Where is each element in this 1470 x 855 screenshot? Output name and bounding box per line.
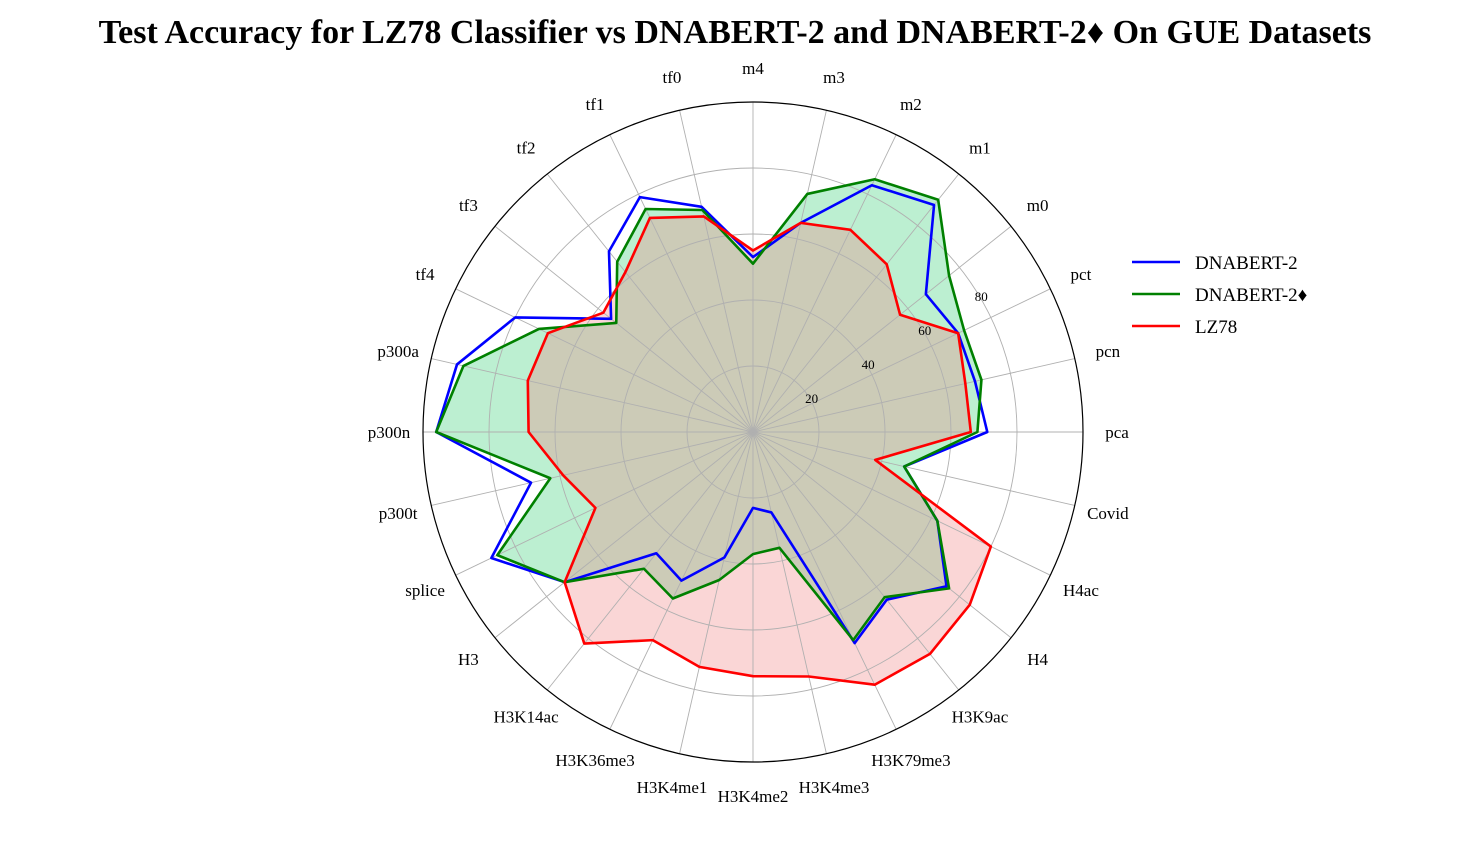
spoke-m0 — [752, 225, 1012, 433]
category-label-H3K79me3: H3K79me3 — [871, 751, 950, 770]
spoke-H4ac — [752, 431, 1051, 576]
radial-tick-label: 80 — [975, 289, 988, 304]
legend: DNABERT-2 DNABERT-2♦ LZ78 — [1132, 253, 1308, 338]
category-label-H3K36me3: H3K36me3 — [555, 751, 634, 770]
category-label-m1: m1 — [969, 138, 991, 157]
category-label-tf4: tf4 — [416, 265, 435, 284]
category-label-H4: H4 — [1027, 650, 1048, 669]
spoke-splice — [455, 431, 754, 576]
grid-ring — [620, 299, 886, 565]
category-label-H3K4me1: H3K4me1 — [637, 778, 708, 797]
spoke-H3K79me3 — [752, 431, 897, 730]
series-line-2 — [526, 215, 993, 687]
category-label-pcn: pcn — [1096, 342, 1121, 361]
series-lines — [434, 177, 993, 687]
category-label-tf2: tf2 — [517, 138, 536, 157]
spoke-tf2 — [546, 173, 754, 433]
series-line-0 — [434, 183, 989, 645]
spoke-H3K9ac — [752, 431, 960, 691]
axis-labels: 20 40 60 80 m4 m3 m2 m1 m0 pct pcn pca Covid H4ac H4 H3… — [368, 59, 1129, 806]
spoke-H3K4me1 — [679, 431, 754, 754]
spoke-p300a — [431, 358, 754, 433]
spoke-pcn — [752, 358, 1075, 433]
outer-ring — [422, 101, 1084, 763]
category-label-H4ac: H4ac — [1063, 581, 1099, 600]
category-label-m4: m4 — [742, 59, 764, 78]
category-label-p300a: p300a — [377, 342, 419, 361]
category-label-tf1: tf1 — [586, 95, 605, 114]
category-label-p300t: p300t — [379, 504, 418, 523]
spoke-Covid — [752, 431, 1075, 506]
grid — [422, 101, 1084, 763]
spoke-H3 — [494, 431, 754, 639]
category-label-H3K4me3: H3K4me3 — [799, 778, 870, 797]
spoke-H3K14ac — [546, 431, 754, 691]
category-label-p300n: p300n — [368, 423, 411, 442]
legend-label-0: DNABERT-2 — [1195, 253, 1298, 274]
spoke-H3K4me3 — [752, 431, 827, 754]
category-label-m2: m2 — [900, 95, 922, 114]
spoke-tf1 — [609, 134, 754, 433]
category-label-m3: m3 — [823, 68, 845, 87]
legend-label-2: LZ78 — [1195, 317, 1237, 338]
spoke-tf3 — [494, 225, 754, 433]
spoke-m3 — [752, 110, 827, 433]
grid-ring — [686, 365, 820, 499]
spoke-tf0 — [679, 110, 754, 433]
spoke-p300t — [431, 431, 754, 506]
spoke-pct — [752, 288, 1051, 433]
category-label-m0: m0 — [1027, 196, 1049, 215]
category-label-pct: pct — [1071, 265, 1092, 284]
spoke-H4 — [752, 431, 1012, 639]
spoke-m1 — [752, 173, 960, 433]
legend-label-1: DNABERT-2♦ — [1195, 285, 1308, 306]
category-label-H3K9ac: H3K9ac — [952, 708, 1009, 727]
category-label-H3K14ac: H3K14ac — [493, 708, 559, 727]
category-label-pca: pca — [1105, 423, 1129, 442]
radial-tick-label: 60 — [918, 323, 931, 338]
grid-ring — [488, 167, 1018, 697]
category-label-H3K4me2: H3K4me2 — [718, 787, 789, 806]
spoke-tf4 — [455, 288, 754, 433]
category-label-splice: splice — [405, 581, 445, 600]
series-fill-1 — [436, 179, 982, 641]
category-label-tf0: tf0 — [663, 68, 682, 87]
category-label-Covid: Covid — [1087, 504, 1129, 523]
category-label-H3: H3 — [458, 650, 479, 669]
grid-ring — [554, 233, 952, 631]
radial-tick-label: 40 — [862, 357, 875, 372]
chart-title: Test Accuracy for LZ78 Classifier vs DNA… — [98, 14, 1372, 51]
category-label-tf3: tf3 — [459, 196, 478, 215]
radial-tick-label: 20 — [805, 391, 818, 406]
